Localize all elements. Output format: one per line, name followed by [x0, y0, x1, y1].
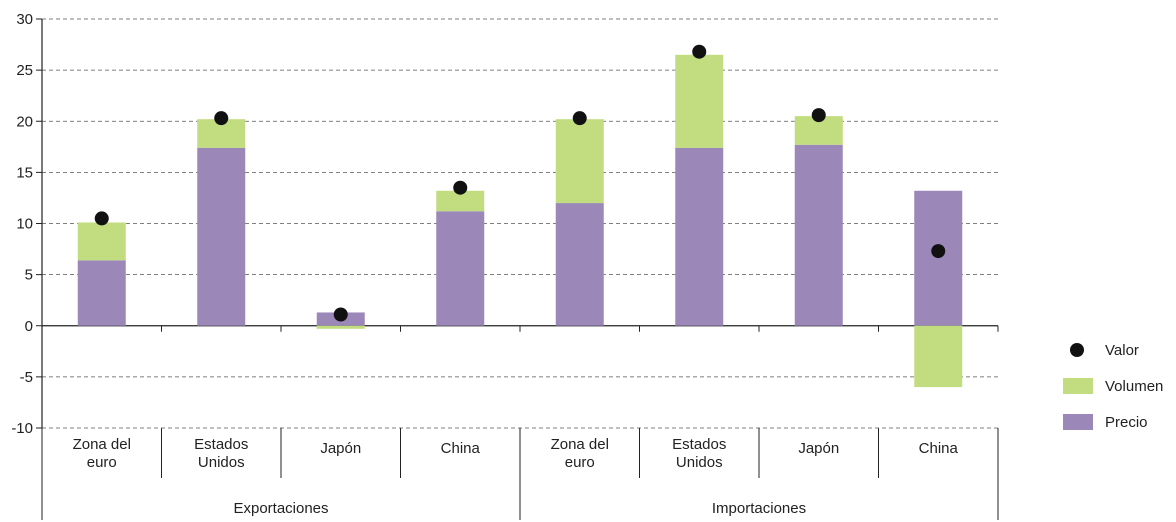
- legend-label: Volumen: [1105, 378, 1163, 395]
- y-tick-label: 0: [25, 318, 33, 335]
- bar-precio: [77, 260, 126, 326]
- x-group-label: Exportaciones: [233, 500, 328, 517]
- bar-volumen: [555, 119, 604, 204]
- bar-volumen: [675, 54, 724, 148]
- bar-precio: [555, 203, 604, 326]
- marker-valor: [94, 211, 109, 226]
- y-tick-label: -5: [20, 369, 33, 386]
- y-tick-label: 15: [16, 164, 33, 181]
- y-tick-label: 30: [16, 11, 33, 28]
- axes: [36, 18, 999, 520]
- marker-valor: [572, 111, 587, 126]
- value-markers: [94, 44, 946, 322]
- bar-precio: [914, 190, 963, 326]
- y-tick-label: 10: [16, 216, 33, 233]
- legend-swatch-volumen: [1063, 378, 1093, 394]
- axis-labels: -10 -5 0 5 10 15 20 25 30 Zona del euro Estados Unid…: [11, 11, 958, 517]
- legend-swatch-precio: [1063, 414, 1093, 430]
- marker-valor: [333, 307, 348, 322]
- x-category-label: Zona del euro: [551, 436, 609, 471]
- y-tick-label: -10: [11, 420, 33, 437]
- bar-precio: [197, 147, 246, 326]
- marker-valor: [811, 108, 826, 123]
- x-category-label: Japón: [320, 440, 361, 457]
- grid-lines: [42, 18, 998, 429]
- x-category-label: China: [441, 440, 481, 457]
- legend-label: Precio: [1105, 414, 1148, 431]
- bar-precio: [436, 211, 485, 326]
- bar-volumen: [436, 190, 485, 212]
- bar-volumen: [316, 325, 365, 329]
- legend-label: Valor: [1105, 342, 1139, 359]
- x-category-label: Japón: [798, 440, 839, 457]
- legend-marker-valor: [1070, 343, 1084, 357]
- x-category-label: Zona del euro: [73, 436, 131, 471]
- y-tick-label: 20: [16, 113, 33, 130]
- marker-valor: [692, 44, 707, 59]
- bars: [77, 54, 963, 388]
- bar-precio: [675, 147, 724, 326]
- x-group-label: Importaciones: [712, 500, 806, 517]
- x-category-label: Estados Unidos: [672, 436, 726, 471]
- bar-volumen: [77, 222, 126, 261]
- y-tick-label: 25: [16, 62, 33, 79]
- x-category-label: Estados Unidos: [194, 436, 248, 471]
- bar-precio: [794, 144, 843, 326]
- legend: Valor Volumen Precio: [1063, 342, 1163, 431]
- x-category-label: China: [919, 440, 959, 457]
- y-tick-label: 5: [25, 267, 33, 284]
- marker-valor: [214, 111, 229, 126]
- marker-valor: [931, 244, 946, 259]
- bar-volumen: [914, 325, 963, 388]
- marker-valor: [453, 180, 468, 195]
